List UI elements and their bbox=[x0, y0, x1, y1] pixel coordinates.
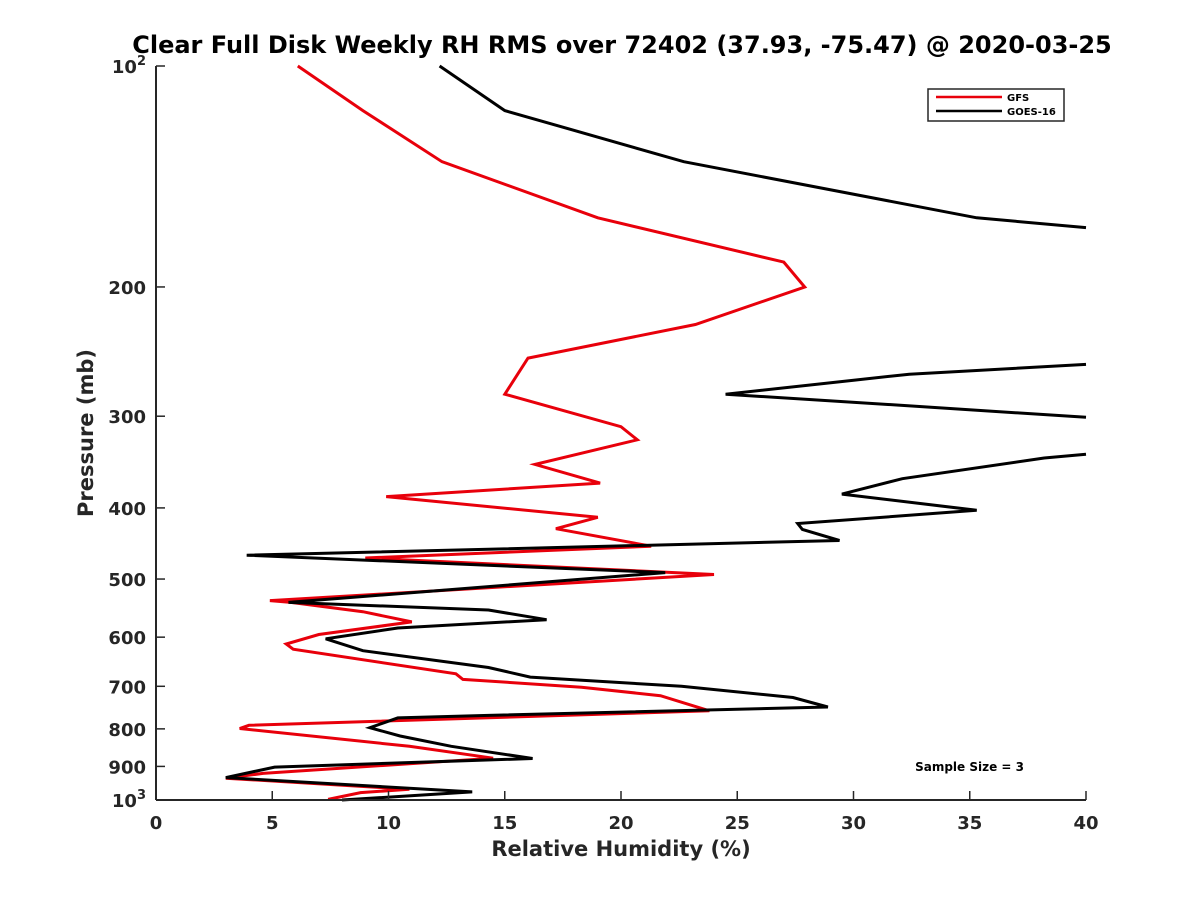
series-line-goes16-seg3 bbox=[225, 452, 1087, 802]
y-tick-label: 800 bbox=[108, 720, 146, 741]
x-tick-label: 0 bbox=[150, 813, 163, 834]
y-axis-label: Pressure (mb) bbox=[74, 349, 98, 517]
y-tick-label: 700 bbox=[108, 677, 146, 698]
y-tick-label: 900 bbox=[108, 757, 146, 778]
series-layer bbox=[225, 64, 1087, 802]
x-axis-label: Relative Humidity (%) bbox=[491, 837, 750, 861]
series-line-goes16-seg1 bbox=[438, 64, 1087, 230]
x-tick-label: 20 bbox=[608, 813, 633, 834]
y-tick-label: 300 bbox=[108, 407, 146, 428]
y-tick-label: 600 bbox=[108, 628, 146, 649]
x-axis-ticks: 0 5 10 15 20 25 30 35 40 bbox=[150, 791, 1099, 834]
x-tick-label: 30 bbox=[841, 813, 866, 834]
series-line-goes16-seg2 bbox=[725, 362, 1087, 419]
y-tick-label: 102 bbox=[112, 54, 146, 78]
plot-area: 0 5 10 15 20 25 30 35 40 102 200 300 400 500 600 700 80… bbox=[108, 54, 1098, 834]
legend: GFS GOES-16 bbox=[927, 88, 1065, 122]
x-tick-label: 15 bbox=[492, 813, 517, 834]
y-tick-label: 200 bbox=[108, 278, 146, 299]
x-tick-label: 5 bbox=[266, 813, 279, 834]
legend-label-gfs: GFS bbox=[1007, 93, 1029, 104]
chart-title: Clear Full Disk Weekly RH RMS over 72402… bbox=[132, 31, 1112, 59]
x-tick-label: 40 bbox=[1073, 813, 1098, 834]
plot-background bbox=[156, 66, 1086, 800]
sample-size-annotation: Sample Size = 3 bbox=[915, 760, 1024, 774]
y-tick-label: 500 bbox=[108, 570, 146, 591]
y-tick-label: 400 bbox=[108, 499, 146, 520]
y-axis-ticks: 102 200 300 400 500 600 700 800 900 103 bbox=[108, 54, 165, 812]
x-tick-label: 35 bbox=[957, 813, 982, 834]
legend-label-goes16: GOES-16 bbox=[1007, 107, 1056, 118]
x-tick-label: 10 bbox=[376, 813, 401, 834]
x-tick-label: 25 bbox=[725, 813, 750, 834]
legend-box bbox=[927, 88, 1065, 122]
y-tick-label: 103 bbox=[112, 788, 146, 812]
series-line-gfs bbox=[225, 64, 808, 801]
